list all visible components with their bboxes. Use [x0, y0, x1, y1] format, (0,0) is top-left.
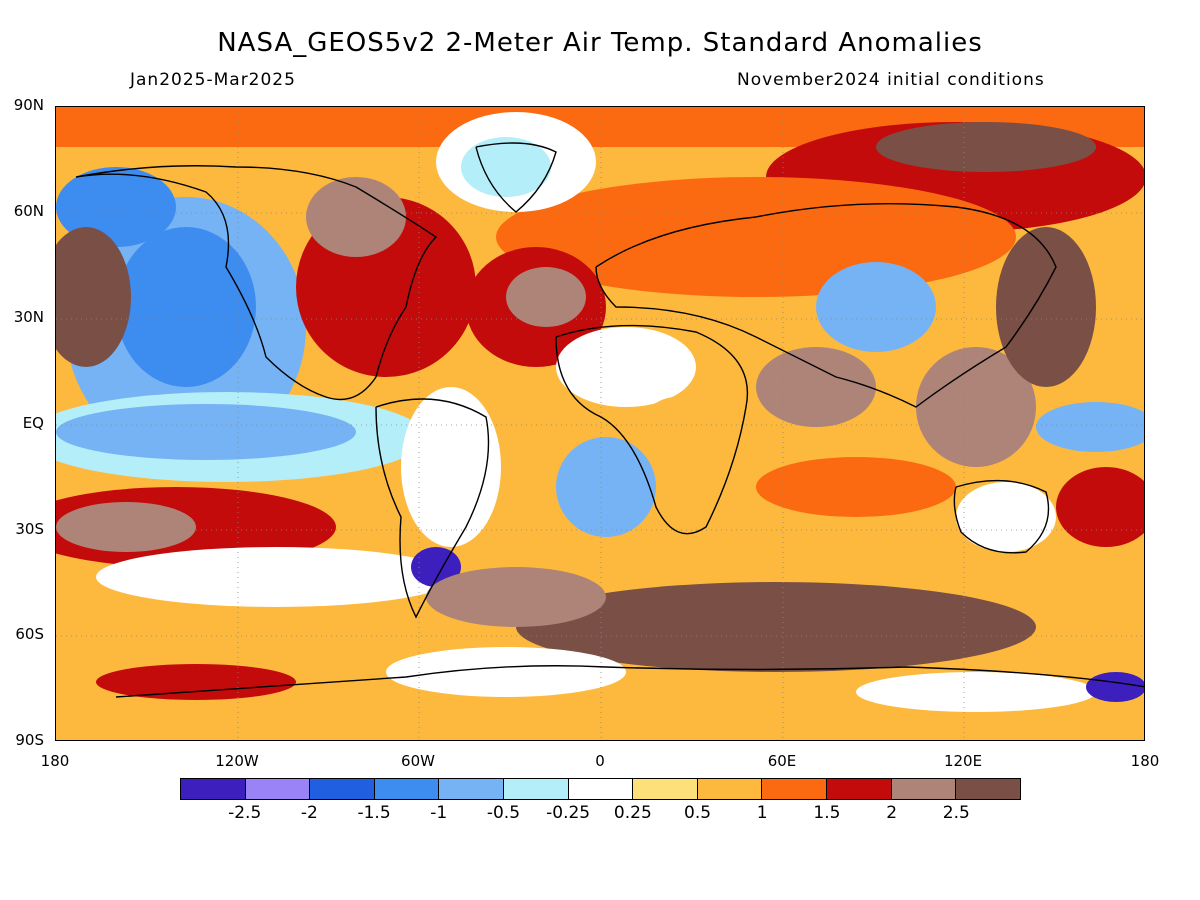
field-canada: [306, 177, 406, 257]
field-arabian: [756, 347, 876, 427]
coastlines: [75, 142, 1144, 698]
colorbar-swatch: [697, 779, 763, 799]
field-wpac: [1036, 402, 1144, 452]
lat-label-30n: 30N: [13, 308, 44, 326]
field-sa: [401, 387, 501, 547]
lat-label-90s: 90S: [15, 731, 44, 749]
colorbar-label: 0.5: [684, 803, 712, 823]
lon-label-180e: 180: [1130, 752, 1160, 770]
field-siberia-core: [876, 122, 1096, 172]
lon-label-0: 0: [595, 752, 605, 770]
colorbar-swatch: [374, 779, 440, 799]
field-ant-cool: [386, 647, 626, 697]
colorbar-swatch: [827, 779, 892, 799]
field-ant-warm: [96, 664, 296, 700]
field-sahara: [556, 327, 696, 407]
colorbar-swatch: [504, 779, 569, 799]
colorbar-label: -0.25: [546, 803, 591, 823]
field-satl: [556, 437, 656, 537]
colorbar-swatch: [762, 779, 828, 799]
lat-label-60n: 60N: [13, 202, 44, 220]
colorbar-swatch: [633, 779, 698, 799]
lon-label-60w: 60W: [401, 752, 435, 770]
field-tasman: [1056, 467, 1144, 547]
lon-label-60e: 60E: [767, 752, 797, 770]
field-southern-ocean: [516, 582, 1036, 672]
colorbar-swatch: [568, 779, 634, 799]
colorbar-label: 1: [756, 803, 768, 823]
lat-label-60s: 60S: [15, 625, 44, 643]
field-maritime: [916, 347, 1036, 467]
map-title: NASA_GEOS5v2 2-Meter Air Temp. Standard …: [217, 28, 983, 58]
anomaly-map: [55, 106, 1145, 741]
field-na-west-core: [116, 227, 256, 387]
field-tibet: [816, 262, 936, 352]
colorbar-label: -1: [430, 803, 448, 823]
colorbar-swatch: [956, 779, 1020, 799]
field-enso-core: [56, 404, 356, 460]
lon-label-120e: 120E: [943, 752, 983, 770]
colorbar-label: -0.5: [486, 803, 521, 823]
colorbar: [180, 778, 1021, 800]
field-indian: [756, 457, 956, 517]
lat-label-30s: 30S: [15, 520, 44, 538]
colorbar-swatch: [181, 779, 246, 799]
field-ross: [1086, 672, 1144, 702]
colorbar-label: 0.25: [613, 803, 652, 823]
forecast-period: Jan2025-Mar2025: [130, 70, 296, 90]
anomaly-field: [56, 107, 1144, 740]
colorbar-swatch: [245, 779, 311, 799]
lon-label-180w: 180: [40, 752, 70, 770]
lat-label-eq: EQ: [22, 414, 44, 432]
initial-conditions-label: November2024 initial conditions: [737, 70, 1045, 90]
colorbar-swatch: [891, 779, 957, 799]
field-spac-core: [56, 502, 196, 552]
colorbar-label: -1.5: [357, 803, 391, 823]
lon-label-120w: 120W: [215, 752, 259, 770]
field-greenland-cool: [461, 137, 551, 197]
field-ant-cool-2: [856, 672, 1096, 712]
colorbar-label: -2.5: [228, 803, 262, 823]
field-satl-south: [426, 567, 606, 627]
colorbar-label: 2.5: [942, 803, 970, 823]
colorbar-swatch: [439, 779, 505, 799]
field-natl-core: [506, 267, 586, 327]
field-npac-west: [996, 227, 1096, 387]
lat-label-90n: 90N: [13, 96, 44, 114]
colorbar-swatch: [310, 779, 375, 799]
colorbar-label: -2: [300, 803, 318, 823]
field-australia: [956, 482, 1056, 552]
field-spac-cool: [96, 547, 456, 607]
colorbar-label: 1.5: [813, 803, 841, 823]
colorbar-label: 2: [886, 803, 898, 823]
field-npac-warm: [56, 227, 131, 367]
